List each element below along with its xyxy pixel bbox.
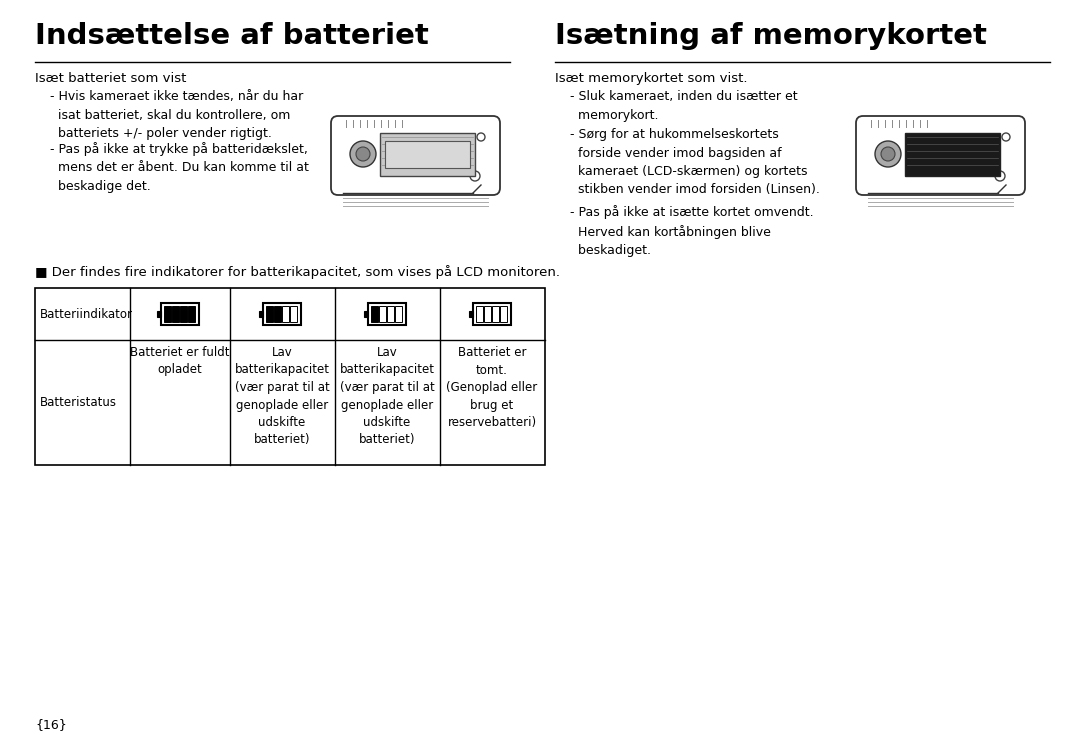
Text: Batteriindikator: Batteriindikator xyxy=(40,307,133,321)
Bar xyxy=(35,288,545,465)
Bar xyxy=(368,303,406,325)
Circle shape xyxy=(875,141,901,167)
Bar xyxy=(484,306,491,322)
Bar xyxy=(291,306,297,322)
Text: - Sørg for at hukommelseskortets
  forside vender imod bagsiden af
  kameraet (L: - Sørg for at hukommelseskortets forside… xyxy=(570,128,820,196)
FancyBboxPatch shape xyxy=(330,116,500,195)
Bar xyxy=(180,306,187,322)
Text: Isætning af memorykortet: Isætning af memorykortet xyxy=(555,22,987,50)
Bar xyxy=(161,303,199,325)
Circle shape xyxy=(881,147,895,161)
Circle shape xyxy=(1002,133,1010,141)
Text: Lav
batterikapacitet
(vær parat til at
genoplade eller
udskifte
batteriet): Lav batterikapacitet (vær parat til at g… xyxy=(234,346,329,447)
Circle shape xyxy=(477,133,485,141)
Bar xyxy=(379,306,386,322)
Text: - Pas på ikke at isætte kortet omvendt.
  Herved kan kortåbningen blive
  beskad: - Pas på ikke at isætte kortet omvendt. … xyxy=(570,205,813,257)
Circle shape xyxy=(350,141,376,167)
Bar xyxy=(476,306,483,322)
Text: Batteriet er fuldt
opladet: Batteriet er fuldt opladet xyxy=(131,346,230,377)
Bar xyxy=(905,133,1000,176)
Bar xyxy=(282,306,289,322)
Bar xyxy=(380,133,475,176)
Bar xyxy=(500,306,507,322)
Bar xyxy=(157,311,161,317)
Text: Lav
batterikapacitet
(vær parat til at
genoplade eller
udskifte
batteriet): Lav batterikapacitet (vær parat til at g… xyxy=(339,346,434,447)
Bar xyxy=(259,311,264,317)
Text: Isæt memorykortet som vist.: Isæt memorykortet som vist. xyxy=(555,72,747,85)
Text: - Pas på ikke at trykke på batteridækslet,
  mens det er åbent. Du kan komme til: - Pas på ikke at trykke på batteridæksle… xyxy=(50,142,309,193)
Bar xyxy=(274,306,281,322)
Bar xyxy=(372,306,378,322)
Text: {16}: {16} xyxy=(35,718,67,731)
Text: Batteriet er
tomt.
(Genoplad eller
brug et
reservebatteri): Batteriet er tomt. (Genoplad eller brug … xyxy=(446,346,538,429)
Text: - Sluk kameraet, inden du isætter et
  memorykort.: - Sluk kameraet, inden du isætter et mem… xyxy=(570,90,798,122)
Bar xyxy=(264,303,301,325)
Text: Batteristatus: Batteristatus xyxy=(40,395,117,409)
Bar xyxy=(469,311,473,317)
Bar xyxy=(266,306,273,322)
Text: ■ Der findes fire indikatorer for batterikapacitet, som vises på LCD monitoren.: ■ Der findes fire indikatorer for batter… xyxy=(35,265,561,279)
Bar xyxy=(492,306,499,322)
Text: - Hvis kameraet ikke tændes, når du har
  isat batteriet, skal du kontrollere, o: - Hvis kameraet ikke tændes, når du har … xyxy=(50,90,303,140)
Circle shape xyxy=(470,171,480,181)
Bar xyxy=(473,303,511,325)
Bar xyxy=(387,306,394,322)
Bar xyxy=(172,306,179,322)
Text: Indsættelse af batteriet: Indsættelse af batteriet xyxy=(35,22,429,50)
Circle shape xyxy=(356,147,370,161)
Text: Isæt batteriet som vist: Isæt batteriet som vist xyxy=(35,72,187,85)
Bar xyxy=(364,311,368,317)
Bar xyxy=(395,306,402,322)
Bar xyxy=(188,306,195,322)
Bar xyxy=(384,141,470,168)
FancyBboxPatch shape xyxy=(856,116,1025,195)
Bar xyxy=(164,306,171,322)
Circle shape xyxy=(995,171,1005,181)
